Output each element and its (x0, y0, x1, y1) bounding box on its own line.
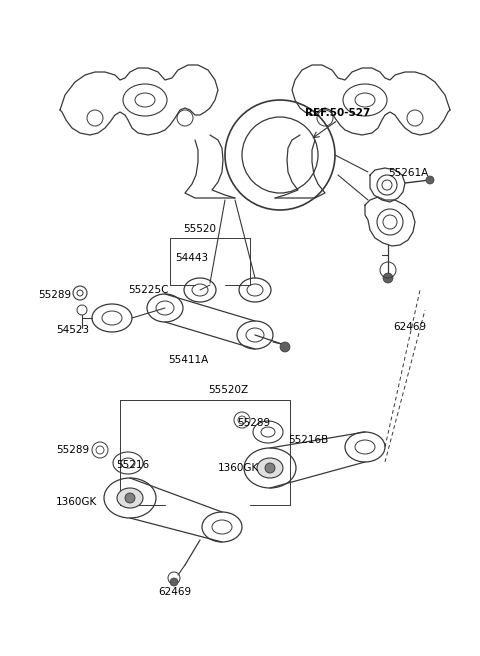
Text: 55289: 55289 (237, 418, 270, 428)
Text: 54523: 54523 (56, 325, 89, 335)
Text: 55520Z: 55520Z (208, 385, 248, 395)
Text: 62469: 62469 (393, 322, 426, 332)
Circle shape (125, 493, 135, 503)
Ellipse shape (117, 488, 143, 508)
Text: 62469: 62469 (158, 587, 191, 597)
Ellipse shape (257, 458, 283, 478)
Text: REF.50-527: REF.50-527 (305, 108, 371, 118)
Text: 55289: 55289 (56, 445, 89, 455)
Text: 55225C: 55225C (128, 285, 168, 295)
Circle shape (280, 342, 290, 352)
Circle shape (170, 578, 178, 586)
Circle shape (265, 463, 275, 473)
Text: 55216B: 55216B (288, 435, 328, 445)
Text: 55261A: 55261A (388, 168, 428, 178)
Circle shape (426, 176, 434, 184)
Text: 55289: 55289 (38, 290, 71, 300)
Circle shape (383, 273, 393, 283)
Text: 1360GK: 1360GK (56, 497, 97, 507)
Text: 54443: 54443 (175, 253, 208, 263)
Text: 55411A: 55411A (168, 355, 208, 365)
Text: 55216: 55216 (116, 460, 149, 470)
Text: 55520: 55520 (183, 224, 216, 234)
Text: 1360GK: 1360GK (218, 463, 259, 473)
